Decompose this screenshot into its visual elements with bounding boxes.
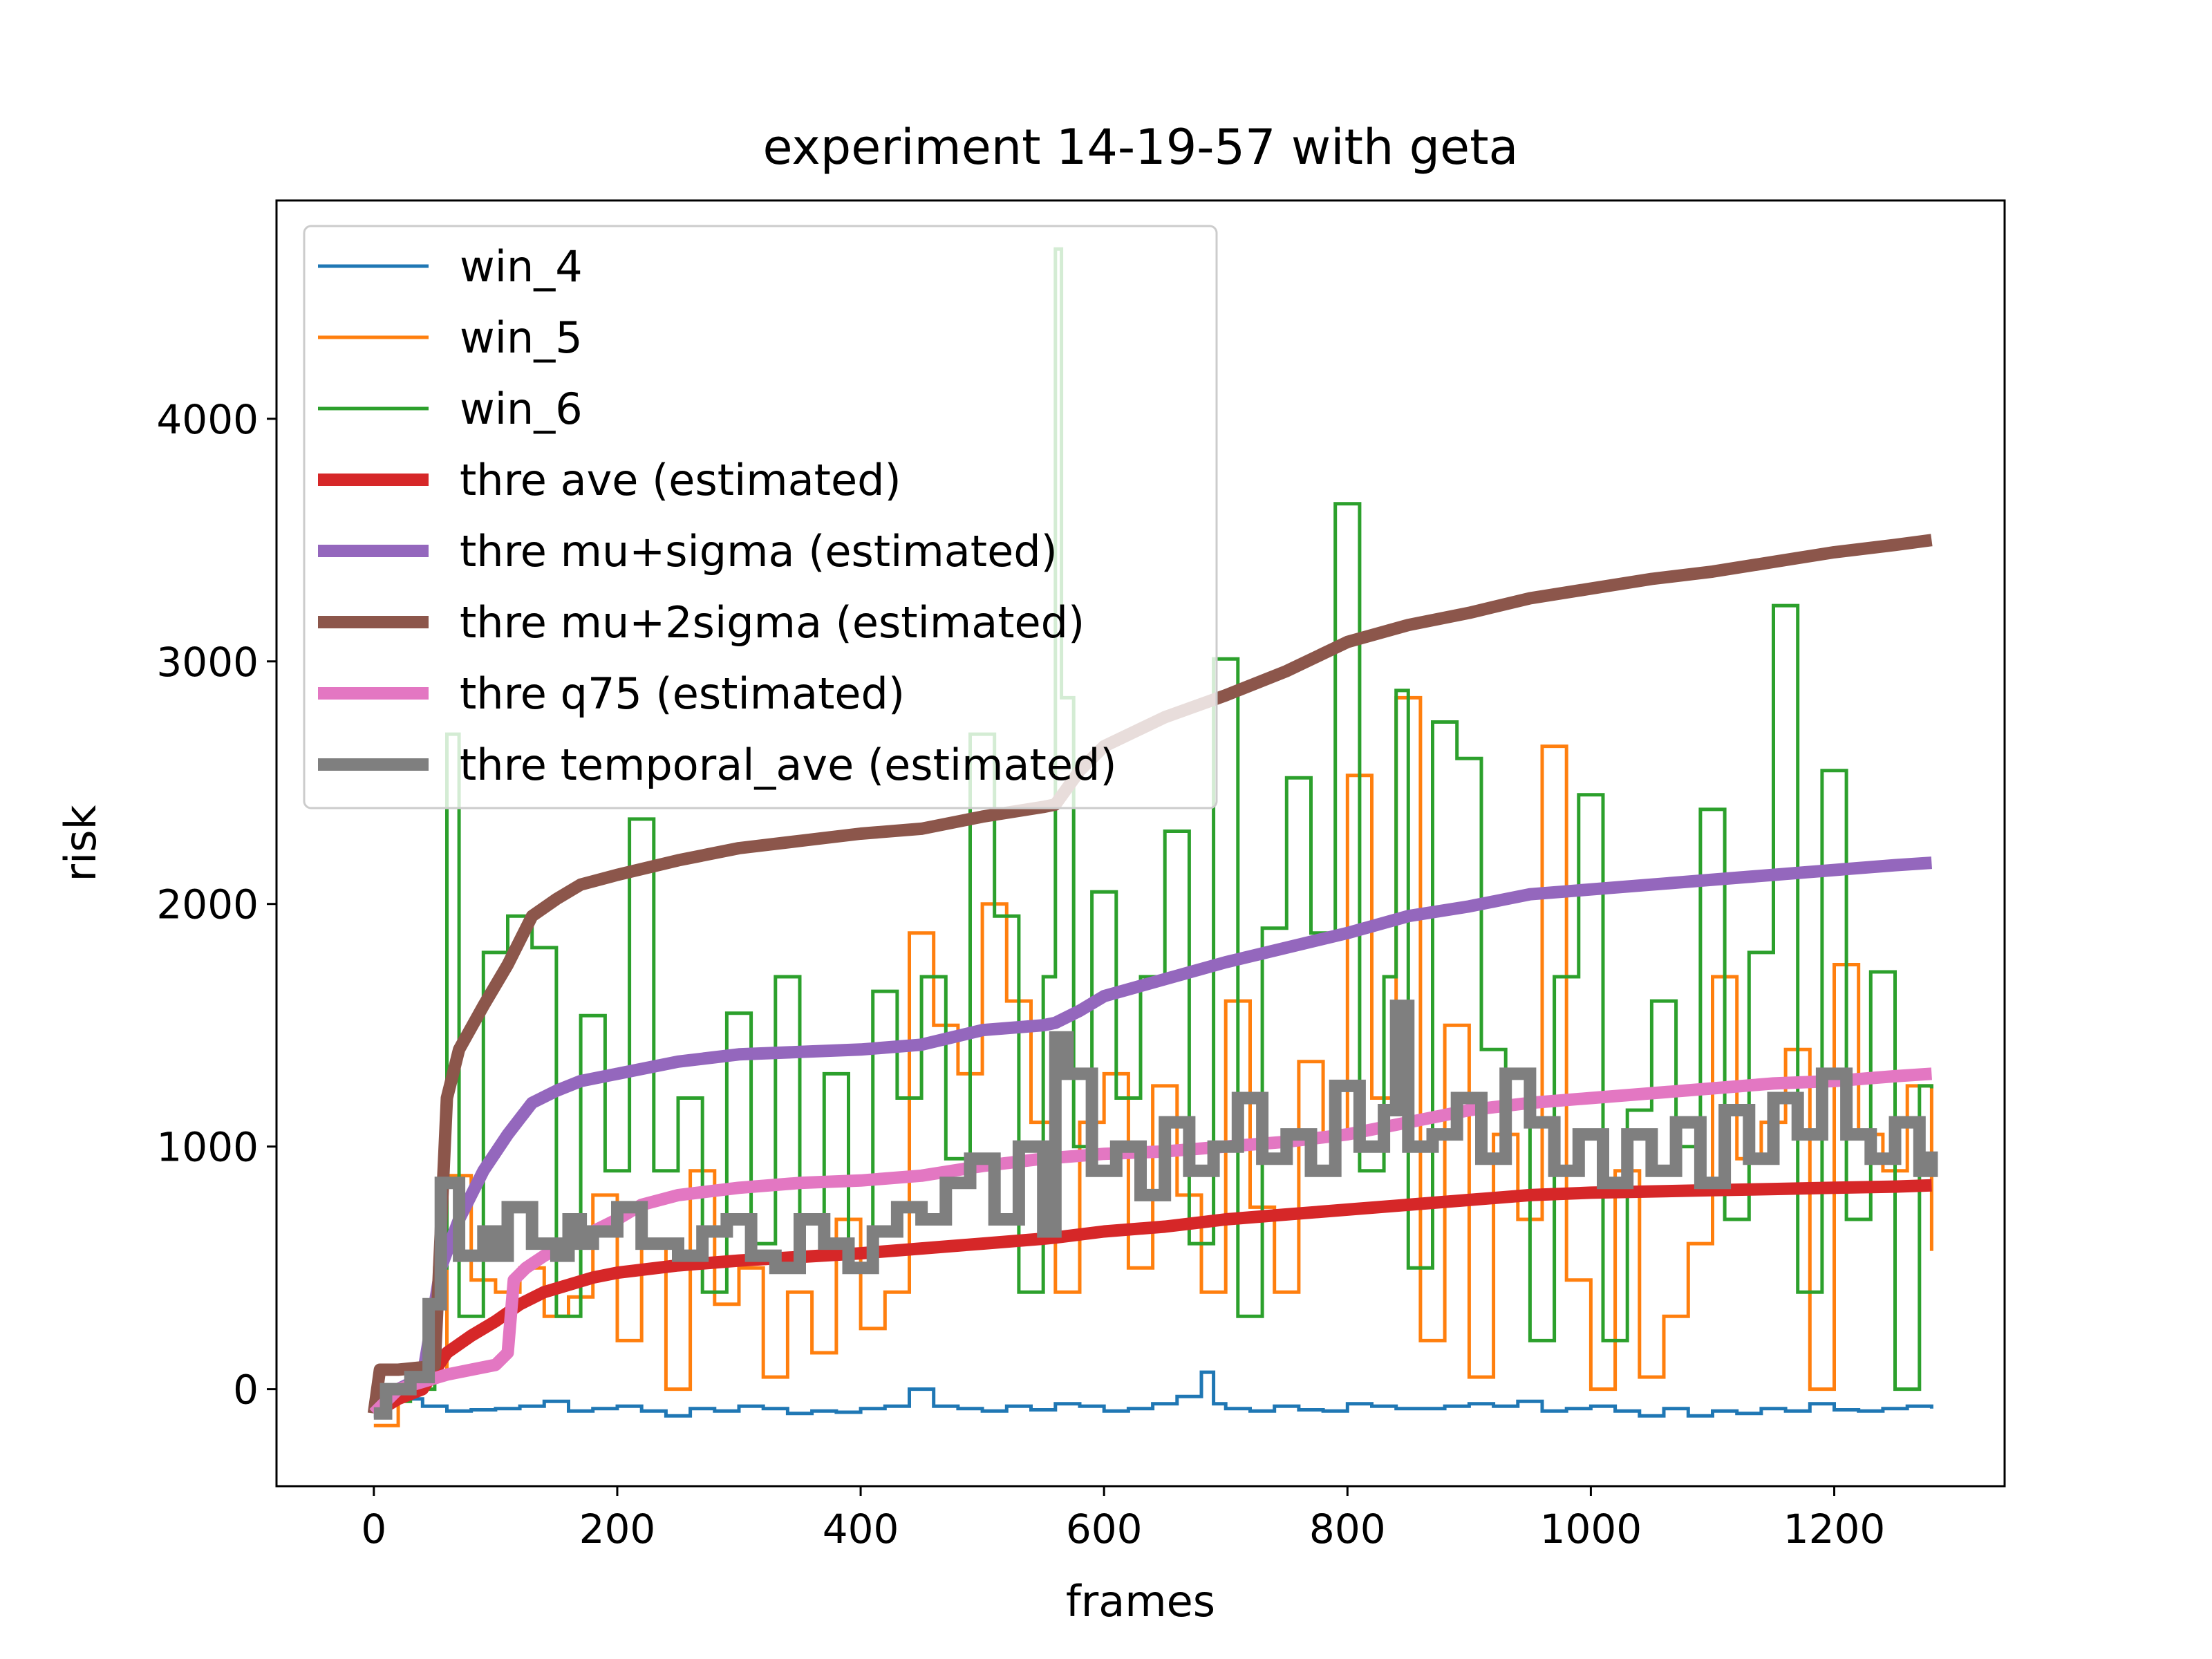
legend-box (303, 225, 1218, 809)
x-tick-label: 1200 (1783, 1506, 1886, 1553)
legend-label: thre mu+2sigma (estimated) (460, 597, 1085, 648)
x-tick-label: 600 (1066, 1506, 1143, 1553)
series-line-thre-mu-2sigma-estimated (367, 534, 1933, 1414)
x-axis-label: frames (1066, 1576, 1215, 1627)
series-line-thre-q75-estimated (369, 1067, 1932, 1418)
x-tick-label: 200 (579, 1506, 656, 1553)
x-axis-ticks: 0 200 400 600 800 1000 1200 (361, 1486, 1885, 1553)
legend-label: thre q75 (estimated) (460, 668, 905, 719)
y-tick-label: 0 (233, 1367, 259, 1414)
legend-label: win_6 (460, 384, 583, 434)
series-layer (367, 247, 1938, 1427)
plot-area (275, 199, 2006, 1488)
plot-frame (275, 199, 2006, 1488)
y-axis-ticks: 0 1000 2000 3000 4000 (156, 396, 276, 1414)
x-tick-label: 400 (823, 1506, 899, 1553)
chart-title: experiment 14-19-57 with geta (763, 119, 1519, 176)
legend-label: win_4 (460, 241, 583, 292)
legend-label: thre ave (estimated) (460, 455, 901, 505)
legend-label: thre mu+sigma (estimated) (460, 526, 1058, 577)
series-line-win-6 (373, 247, 1933, 1403)
series-line-win-4 (373, 1370, 1933, 1418)
x-tick-label: 800 (1309, 1506, 1386, 1553)
y-tick-label: 1000 (156, 1124, 259, 1171)
legend-label: thre temporal_ave (estimated) (460, 740, 1117, 790)
series-line-thre-mu-sigma-estimated (369, 856, 1932, 1418)
y-tick-label: 2000 (156, 881, 259, 928)
series-line-thre-temporal-ave-estimated (373, 1000, 1938, 1420)
y-axis-label: risk (55, 805, 106, 881)
y-tick-label: 4000 (156, 396, 259, 443)
y-tick-label: 3000 (156, 639, 259, 686)
series-line-win-5 (373, 695, 1933, 1427)
x-tick-label: 0 (361, 1506, 386, 1553)
x-tick-label: 1000 (1540, 1506, 1642, 1553)
legend-label: win_5 (460, 312, 583, 363)
